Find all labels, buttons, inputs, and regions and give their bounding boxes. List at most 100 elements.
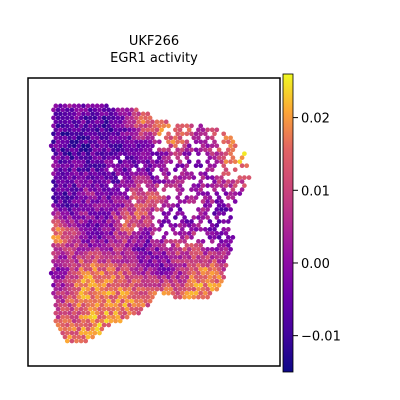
spot xyxy=(67,119,72,125)
spot xyxy=(147,131,153,137)
spot xyxy=(136,199,141,204)
spot xyxy=(186,262,192,268)
spot xyxy=(189,187,194,192)
spot xyxy=(58,231,63,236)
spot xyxy=(76,254,82,260)
spot xyxy=(51,195,56,200)
spot xyxy=(179,131,185,137)
spot xyxy=(193,163,199,169)
spot xyxy=(150,127,155,133)
spot xyxy=(131,310,137,316)
spot xyxy=(83,211,89,216)
spot xyxy=(74,338,79,344)
spot xyxy=(230,195,236,200)
spot xyxy=(60,107,66,113)
spot xyxy=(200,246,206,252)
spot xyxy=(202,195,208,200)
spot xyxy=(150,135,155,141)
spot xyxy=(173,278,178,284)
spot xyxy=(90,286,95,292)
spot xyxy=(99,183,105,188)
spot xyxy=(145,223,151,228)
spot xyxy=(196,223,201,228)
spot xyxy=(115,290,121,296)
spot xyxy=(106,155,112,161)
spot xyxy=(67,231,72,236)
spot xyxy=(230,155,236,161)
spot xyxy=(120,298,125,304)
spot xyxy=(99,151,105,157)
spot xyxy=(60,314,66,320)
spot xyxy=(53,207,59,212)
spot xyxy=(62,183,68,188)
spot xyxy=(182,294,187,300)
spot xyxy=(166,203,171,208)
spot xyxy=(101,314,107,320)
spot xyxy=(212,131,217,137)
spot xyxy=(92,179,98,184)
spot xyxy=(90,334,95,340)
spot xyxy=(189,266,194,272)
spot xyxy=(67,262,72,268)
spot xyxy=(51,266,56,272)
spot xyxy=(129,258,135,264)
spot xyxy=(99,127,105,133)
spot xyxy=(74,258,79,264)
spot xyxy=(85,127,91,133)
spot xyxy=(193,227,199,232)
spot xyxy=(99,278,105,284)
spot xyxy=(90,159,95,165)
chart-subtitle: EGR1 activity xyxy=(110,51,198,66)
spot xyxy=(104,175,109,180)
spot xyxy=(129,155,135,161)
spot xyxy=(120,147,125,153)
spot xyxy=(69,171,75,177)
spot xyxy=(198,274,204,280)
spot xyxy=(113,278,118,284)
spot xyxy=(83,243,89,248)
spot xyxy=(124,306,130,312)
spot xyxy=(60,195,66,200)
spot xyxy=(221,131,227,137)
spot xyxy=(156,139,162,145)
spot xyxy=(202,131,208,137)
spot xyxy=(115,219,121,224)
spot xyxy=(225,171,231,177)
spot xyxy=(168,286,174,292)
spot xyxy=(127,143,132,149)
spot xyxy=(140,278,146,284)
spot xyxy=(60,147,66,153)
spot xyxy=(193,266,199,272)
spot xyxy=(64,179,70,184)
spot xyxy=(140,151,146,157)
spot xyxy=(150,294,155,300)
spot xyxy=(168,207,174,212)
spot xyxy=(232,159,238,165)
spot xyxy=(196,239,201,244)
spot xyxy=(106,243,112,248)
spot xyxy=(131,119,137,125)
spot xyxy=(179,147,185,153)
spot xyxy=(74,163,79,169)
spot xyxy=(90,207,95,212)
spot xyxy=(202,258,208,264)
spot xyxy=(110,290,116,296)
spot xyxy=(90,246,95,252)
spot xyxy=(81,326,86,332)
spot xyxy=(140,231,146,236)
spot xyxy=(133,115,139,121)
spot xyxy=(152,139,158,145)
spot xyxy=(168,239,174,244)
spot xyxy=(108,143,114,149)
spot xyxy=(138,282,144,288)
spot xyxy=(58,175,63,180)
spot xyxy=(216,195,222,200)
spot xyxy=(108,278,114,284)
spot xyxy=(92,266,98,272)
spot xyxy=(60,274,66,280)
spot xyxy=(219,175,224,180)
spot xyxy=(209,183,215,188)
spot xyxy=(90,111,95,117)
spot xyxy=(117,246,123,252)
spot xyxy=(230,179,236,184)
